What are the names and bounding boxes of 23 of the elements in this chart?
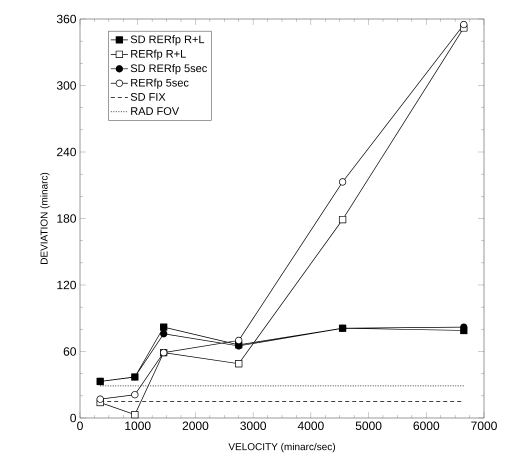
y-tick-label: 120: [57, 280, 76, 290]
x-axis-title: VELOCITY (minarc/sec): [228, 442, 335, 452]
x-tick-label: 3000: [240, 422, 266, 430]
y-tick-label: 300: [56, 81, 76, 90]
x-tick-label: 5000: [356, 422, 382, 430]
legend-label: RAD FOV: [131, 107, 180, 115]
legend-label: SD FIX: [130, 93, 166, 101]
x-tick-label: 7000: [471, 422, 497, 430]
x-tick-label: 4000: [298, 422, 324, 430]
x-tick-label: 0: [77, 422, 83, 430]
y-tick-label: 180: [57, 214, 76, 223]
x-tick-label: 6000: [414, 422, 440, 430]
y-tick-label: 360: [56, 14, 76, 24]
legend-label: SD RERfp R+L: [130, 35, 204, 46]
y-tick-label: 240: [57, 148, 76, 156]
x-tick-label: 1000: [125, 422, 151, 430]
x-tick-label: 2000: [182, 422, 208, 430]
y-tick-label: 60: [64, 347, 76, 356]
legend-label: RERfp 5sec: [131, 78, 189, 89]
y-axis-title: DEVIATION (minarc): [40, 172, 50, 264]
y-tick-label: 0: [70, 414, 76, 422]
legend-label: RERfp R+L: [131, 50, 186, 60]
legend-label: SD RERfp 5sec: [130, 64, 207, 74]
